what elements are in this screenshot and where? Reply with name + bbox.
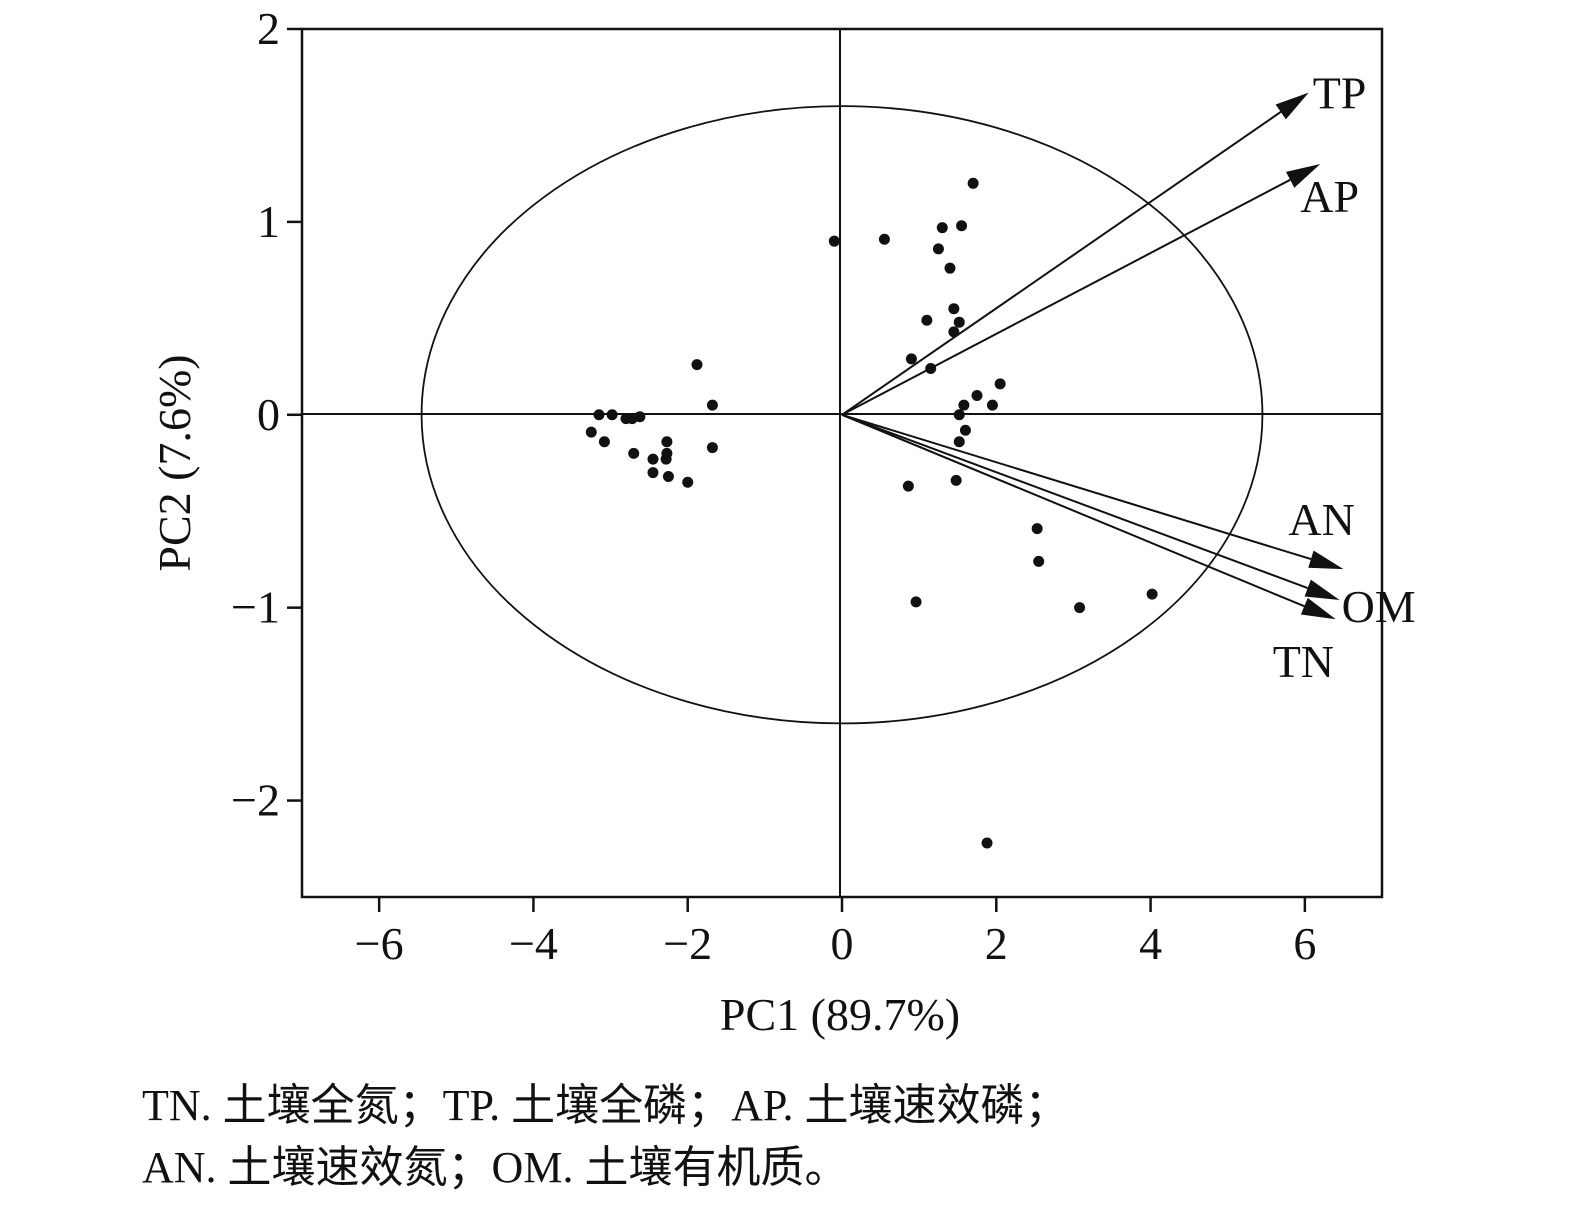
sample-point (662, 471, 674, 483)
sample-point (948, 303, 960, 315)
sample-point (944, 262, 956, 274)
sample-point (956, 220, 968, 232)
x-tick-label: −2 (663, 918, 712, 969)
sample-point (585, 426, 597, 438)
sample-point (925, 362, 937, 374)
x-axis-ticks: −6 −4 −2 0 2 4 6 (355, 897, 1316, 969)
x-tick-label: 4 (1139, 918, 1162, 969)
sample-point (910, 596, 922, 608)
y-axis-title: PC2 (7.6%) (149, 354, 200, 571)
vector-label-tn: TN (1273, 636, 1334, 687)
sample-point (682, 476, 694, 488)
sample-point (953, 436, 965, 448)
sample-point (994, 378, 1006, 390)
caption-line-1: TN. 土壤全氮；TP. 土壤全磷；AP. 土壤速效磷； (142, 1081, 1069, 1130)
x-tick-label: −4 (509, 918, 558, 969)
sample-point (878, 233, 890, 245)
x-tick-label: 0 (831, 918, 854, 969)
sample-point (661, 436, 673, 448)
vector-line-an (841, 413, 1312, 561)
sample-point (981, 837, 993, 849)
plot-frame (300, 27, 1384, 899)
vector-arrowhead-tn (1300, 597, 1336, 620)
sample-point (598, 436, 610, 448)
x-axis-title: PC1 (89.7%) (720, 989, 960, 1040)
sample-point (959, 424, 971, 436)
x-tick-label: 2 (985, 918, 1008, 969)
caption-line-2: AN. 土壤速效氮；OM. 土壤有机质。 (142, 1143, 849, 1192)
sample-point (921, 314, 933, 326)
vector-line-ap (841, 178, 1291, 416)
sample-point (1033, 555, 1045, 567)
vector-label-an: AN (1288, 494, 1354, 545)
x-tick-label: 6 (1293, 918, 1316, 969)
vector-label-tp: TP (1313, 68, 1367, 119)
sample-point (1146, 588, 1158, 600)
y-tick-label: 1 (257, 196, 280, 247)
y-tick-label: 2 (257, 3, 280, 54)
y-tick-label: 0 (257, 389, 280, 440)
vector-arrowhead-ap (1285, 164, 1321, 188)
y-tick-label: −1 (231, 582, 280, 633)
sample-point (905, 353, 917, 365)
sample-point (828, 235, 840, 247)
vector-label-ap: AP (1300, 171, 1359, 222)
sample-point (950, 474, 962, 486)
sample-point (593, 409, 605, 421)
sample-point (902, 480, 914, 492)
sample-point (958, 399, 970, 411)
sample-point (647, 467, 659, 479)
sample-point (1074, 602, 1086, 614)
sample-point (971, 389, 983, 401)
sample-point (948, 326, 960, 338)
y-tick-label: −2 (231, 775, 280, 826)
sample-point (606, 409, 618, 421)
sample-point (1031, 523, 1043, 535)
vector-arrowhead-an (1308, 550, 1344, 570)
vector-line-tp (841, 111, 1282, 416)
sample-point (706, 399, 718, 411)
sample-point (936, 222, 948, 234)
vector-arrowhead-tp (1275, 92, 1309, 120)
correlation-circle (420, 105, 1264, 725)
sample-point (932, 243, 944, 255)
sample-point (647, 453, 659, 465)
vector-arrowhead-om (1304, 579, 1340, 600)
sample-points (585, 177, 1158, 849)
sample-point (967, 177, 979, 189)
figure-caption: TN. 土壤全氮；TP. 土壤全磷；AP. 土壤速效磷； AN. 土壤速效氮；O… (142, 1075, 1522, 1199)
vector-line-om (841, 413, 1309, 590)
sample-point (628, 447, 640, 459)
sample-point (634, 411, 646, 423)
vector-label-om: OM (1342, 581, 1416, 632)
y-axis-ticks: −2 −1 0 1 2 (231, 3, 302, 826)
sample-point (986, 399, 998, 411)
sample-point (706, 442, 718, 454)
sample-point (660, 453, 672, 465)
sample-point (691, 359, 703, 371)
vector-line-tn (841, 413, 1305, 608)
x-tick-label: −6 (355, 918, 404, 969)
sample-point (953, 316, 965, 328)
sample-point (953, 409, 965, 421)
